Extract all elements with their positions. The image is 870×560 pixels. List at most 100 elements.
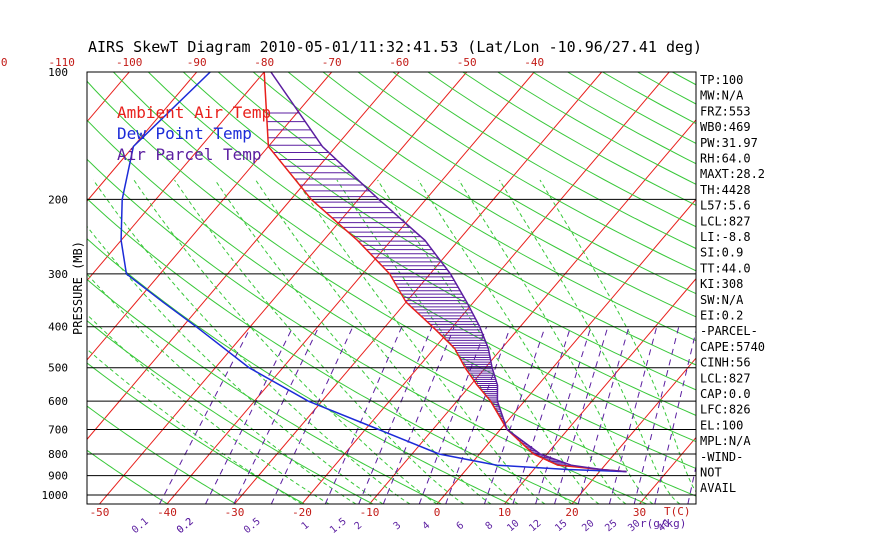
- moist-adiabat-line: [295, 179, 546, 504]
- sounding-index: MPL:N/A: [700, 434, 751, 448]
- dry-adiabat-line: [87, 320, 374, 504]
- dry-adiabat-line: [742, 72, 870, 504]
- top-temperature-tick: -60: [389, 56, 409, 69]
- top-temperature-tick: -80: [254, 56, 274, 69]
- moist-adiabat-line: [87, 348, 303, 504]
- moist-adiabat-line: [214, 179, 492, 504]
- mixing-ratio-line: [445, 326, 511, 504]
- isotherm-line: [369, 119, 696, 504]
- pressure-tick-label: 300: [48, 268, 68, 281]
- series-line: [270, 72, 627, 473]
- top-temperature-tick: -70: [322, 56, 342, 69]
- mixing-ratio-tick: 25: [603, 518, 619, 534]
- series-line: [263, 72, 627, 473]
- sounding-index: TH:4428: [700, 183, 751, 197]
- dry-adiabat-line: [87, 449, 168, 504]
- mixing-ratio-tick: 2: [353, 520, 365, 532]
- mixing-ratio-line: [324, 326, 403, 504]
- mixing-ratio-line: [512, 326, 572, 504]
- pressure-tick-labels: 100 200 300 400 500 600 700 800 900 1000: [42, 66, 69, 502]
- dry-adiabat-line: [182, 72, 696, 391]
- dry-adiabat-line: [87, 238, 511, 504]
- dry-adiabat-line: [87, 278, 442, 504]
- moist-adiabat-line: [458, 179, 654, 504]
- pressure-tick-label: 600: [48, 395, 68, 408]
- legend: Ambient Air Temp Dew Point Temp Air Parcel…: [117, 103, 271, 164]
- pressure-tick-label: 400: [48, 321, 68, 334]
- mixing-ratio-labels: 0.1 0.20.2 0.5 1 1.5 2 3 4 6 8 10 12 15 20 25 30 40: [130, 516, 673, 536]
- profile-lines: [120, 72, 627, 473]
- dry-adiabat-line: [87, 119, 696, 497]
- isotherm-line: [301, 72, 670, 504]
- sounding-index: LFC:826: [700, 403, 751, 417]
- top-temperature-tick: -120: [0, 56, 7, 69]
- mixing-ratio-line: [159, 326, 252, 504]
- top-temperature-tick: -40: [524, 56, 544, 69]
- mixing-ratio-tick: 10: [505, 518, 521, 534]
- top-temperature-labels: -120 -110 -100 -90 -80 -70 -60 -50 -40: [0, 56, 544, 69]
- dry-adiabat-line: [357, 72, 696, 272]
- isotherm-line: [99, 72, 468, 504]
- isotherm-line: [234, 72, 603, 504]
- moist-adiabat-line: [92, 179, 411, 504]
- isotherm-line: [87, 72, 265, 282]
- sounding-index: CAP:0.0: [700, 387, 751, 401]
- mixing-ratio-line: [358, 326, 433, 504]
- bottom-temperature-tick: -20: [292, 506, 312, 519]
- pressure-tick-label: 1000: [42, 489, 69, 502]
- pressure-tick-label: 900: [48, 470, 68, 483]
- mixing-ratio-tick: 12: [527, 518, 543, 534]
- legend-entry: Air Parcel Temp: [117, 145, 262, 164]
- bottom-temperature-labels: -50 -40 -30 -20 -10 0 10 20 30: [90, 506, 647, 519]
- bottom-temperature-tick: 0: [434, 506, 441, 519]
- moist-adiabat-line: [174, 179, 465, 504]
- pressure-tick-label: 800: [48, 448, 68, 461]
- sounding-index: RH:64.0: [700, 152, 751, 166]
- legend-entry: Dew Point Temp: [117, 124, 252, 143]
- dry-adiabat-line: [252, 72, 696, 342]
- moist-adiabat-line: [87, 273, 357, 504]
- dry-adiabat-line: [462, 72, 696, 206]
- sounding-index: -PARCEL-: [700, 324, 758, 338]
- dry-adiabat-line: [392, 72, 696, 250]
- bottom-temperature-tick: -30: [225, 506, 245, 519]
- top-temperature-unit-label: T(C): [664, 505, 691, 518]
- mixing-ratio-line: [554, 326, 609, 504]
- mixing-ratio-unit-label: r(g/kg): [640, 517, 686, 530]
- top-temperature-tick: -100: [116, 56, 143, 69]
- sounding-index: MAXT:28.2: [700, 167, 765, 181]
- moist-adiabat-line: [133, 179, 438, 504]
- mixing-ratio-line: [418, 326, 488, 504]
- mixing-ratio-tick: 0.1: [130, 516, 151, 536]
- isotherm-line: [842, 72, 870, 504]
- mixing-ratio-tick: 1: [300, 520, 312, 532]
- bottom-temperature-tick: -10: [360, 506, 380, 519]
- mixing-ratio-line: [633, 326, 680, 504]
- mixing-ratio-line: [608, 326, 658, 504]
- isotherm-line: [571, 357, 696, 504]
- mixing-ratio-tick: 4: [421, 520, 433, 532]
- dry-adiabat-line: [777, 72, 870, 504]
- mixing-ratio-line: [483, 326, 546, 504]
- isotherm-line: [87, 72, 400, 441]
- isobar-lines: [87, 198, 696, 496]
- sounding-index: CAPE:5740: [700, 340, 765, 354]
- bottom-temperature-tick: -50: [90, 506, 110, 519]
- sounding-index: -WIND-: [700, 450, 743, 464]
- mixing-ratio-line: [654, 329, 696, 504]
- mixing-ratio-tick: 20: [580, 518, 596, 534]
- series-line: [120, 72, 627, 473]
- sounding-index: EI:0.2: [700, 309, 743, 323]
- dry-adiabat-line: [87, 158, 647, 504]
- sounding-index: NOT: [700, 466, 722, 480]
- pressure-tick-label: 500: [48, 362, 68, 375]
- sounding-index: LCL:827: [700, 214, 751, 228]
- bottom-temperature-tick: 20: [565, 506, 578, 519]
- mixing-ratio-tick: 15: [553, 518, 569, 534]
- y-axis-label: PRESSURE (MB): [71, 241, 85, 335]
- mixing-ratio-tick: 0.2: [175, 516, 196, 536]
- sounding-index: TT:44.0: [700, 261, 751, 275]
- mixing-ratio-tick: 8: [484, 520, 496, 532]
